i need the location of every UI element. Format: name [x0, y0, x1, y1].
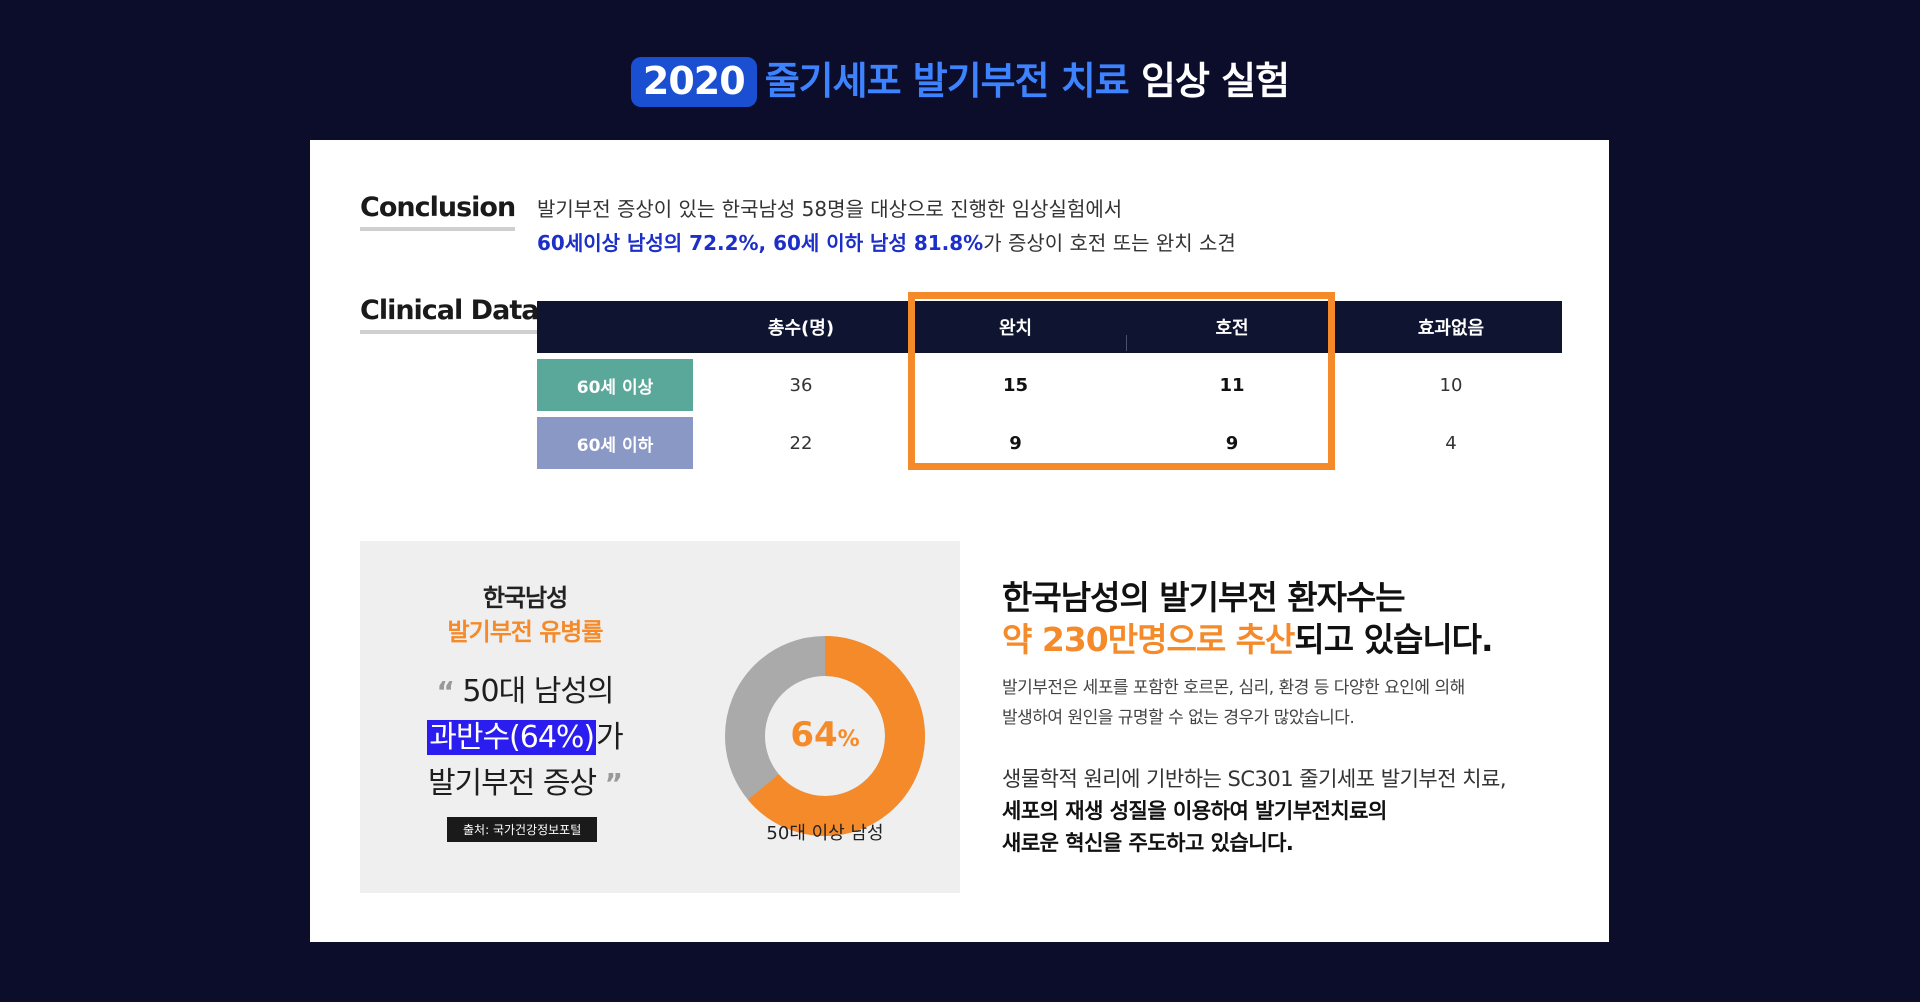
conclusion-line2: 60세이상 남성의 72.2%, 60세 이하 남성 81.8%가 증상이 호전…: [537, 226, 1236, 260]
cell-total: 36: [789, 374, 813, 396]
cell-cured: 15: [1002, 374, 1029, 396]
quote-line1: “ 50대 남성의: [360, 669, 690, 715]
summary-text: 한국남성의 발기부전 환자수는 약 230만명으로 추산되고 있습니다. 발기부…: [1002, 577, 1562, 859]
paragraph2-line2: 세포의 재생 성질을 이용하여 발기부전치료의: [1002, 795, 1562, 827]
quote-line3: 발기부전 증상 ”: [360, 761, 690, 807]
donut-unit-text: %: [838, 727, 860, 752]
row-label-over60: 60세 이상: [537, 359, 693, 411]
quote-open-mark: “: [436, 675, 454, 708]
donut-value-arc: [747, 636, 925, 836]
headline-orange: 약 230만명으로 추산: [1002, 620, 1295, 659]
title-white-text: 임상 실험: [1140, 59, 1290, 103]
prevalence-title: 한국남성 발기부전 유병률: [360, 581, 690, 649]
conclusion-line2-rest: 가 증상이 호전 또는 완치 소견: [983, 231, 1236, 255]
title-year-badge: 2020: [630, 57, 757, 107]
quote-close-mark: ”: [604, 767, 623, 800]
quote-line2: 과반수(64%)가: [360, 715, 690, 761]
quote-after-mark: 가: [596, 720, 624, 755]
prevalence-panel: 한국남성 발기부전 유병률 “ 50대 남성의 과반수(64%)가 발기부전 증…: [360, 541, 960, 893]
donut-label: 64%: [790, 715, 859, 755]
cell-no-effect: 10: [1439, 374, 1463, 396]
conclusion-line1: 발기부전 증상이 있는 한국남성 58명을 대상으로 진행한 임상실험에서: [537, 197, 1123, 221]
headline-line2: 약 230만명으로 추산되고 있습니다.: [1002, 619, 1562, 661]
summary-headline: 한국남성의 발기부전 환자수는 약 230만명으로 추산되고 있습니다.: [1002, 577, 1562, 661]
quote-line3-text: 발기부전 증상: [427, 766, 597, 801]
paragraph2-line3-text: 새로운 혁신을 주도하고 있습니다.: [1002, 831, 1294, 855]
clinical-data-label: Clinical Data: [360, 295, 539, 334]
cell-no-effect: 4: [1445, 432, 1457, 454]
prevalence-quote: “ 50대 남성의 과반수(64%)가 발기부전 증상 ”: [360, 669, 690, 807]
title-blue-text: 줄기세포 발기부전 치료: [764, 59, 1130, 103]
source-badge: 출처: 국가건강정보포털: [447, 817, 598, 842]
summary-paragraph1: 발기부전은 세포를 포함한 호르몬, 심리, 환경 등 다양한 요인에 의해 발…: [1002, 673, 1562, 733]
header-improved: 호전: [1215, 318, 1249, 339]
row-label-under60: 60세 이하: [537, 417, 693, 469]
content-card: Conclusion 발기부전 증상이 있는 한국남성 58명을 대상으로 진행…: [310, 140, 1609, 942]
clinical-table: 총수(명) 완치 호전 효과없음 60세 이상 36 15 11 10 60세 …: [537, 301, 1562, 469]
conclusion-highlight: 60세이상 남성의 72.2%, 60세 이하 남성 81.8%: [537, 231, 984, 255]
prevalence-title-line2: 발기부전 유병률: [447, 618, 604, 646]
paragraph2-line2-text: 세포의 재생 성질을 이용하여 발기부전치료의: [1002, 799, 1387, 823]
headline-rest: 되고 있습니다.: [1294, 620, 1493, 659]
cell-improved: 9: [1225, 432, 1239, 454]
header-cell: [537, 301, 695, 353]
conclusion-text: 발기부전 증상이 있는 한국남성 58명을 대상으로 진행한 임상실험에서 60…: [537, 192, 1236, 260]
donut-chart: 64%: [725, 636, 925, 836]
paragraph2-line1: 생물학적 원리에 기반하는 SC301 줄기세포 발기부전 치료,: [1002, 767, 1507, 791]
summary-paragraph2: 생물학적 원리에 기반하는 SC301 줄기세포 발기부전 치료, 세포의 재생…: [1002, 763, 1562, 859]
table-row: 60세 이상 36 15 11 10: [537, 359, 1562, 411]
page-title: 2020 줄기세포 발기부전 치료 임상 실험: [0, 50, 1920, 107]
donut-value-text: 64: [790, 715, 837, 755]
header-cured: 완치: [998, 318, 1033, 339]
paragraph1-line2: 발생하여 원인을 규명할 수 없는 경우가 많았습니다.: [1002, 708, 1355, 728]
paragraph2-line3: 새로운 혁신을 주도하고 있습니다.: [1002, 827, 1562, 859]
prevalence-title-line1: 한국남성: [482, 584, 568, 612]
headline-line1: 한국남성의 발기부전 환자수는: [1002, 578, 1406, 617]
header-total: 총수(명): [767, 318, 835, 339]
table-header: 총수(명) 완치 호전 효과없음: [537, 301, 1562, 353]
table-row: 60세 이하 22 9 9 4: [537, 417, 1562, 469]
paragraph1-line1: 발기부전은 세포를 포함한 호르몬, 심리, 환경 등 다양한 요인에 의해: [1002, 678, 1465, 698]
conclusion-label: Conclusion: [360, 192, 516, 231]
donut-caption: 50대 이상 남성: [766, 823, 884, 844]
quote-line1-text: 50대 남성의: [462, 674, 614, 709]
header-separator: [1126, 335, 1127, 351]
highlight-box: [908, 292, 1335, 470]
cell-improved: 11: [1219, 374, 1245, 396]
cell-cured: 9: [1009, 432, 1022, 454]
header-no-effect: 효과없음: [1417, 318, 1485, 339]
cell-total: 22: [789, 432, 813, 454]
quote-highlight: 과반수(64%): [427, 720, 597, 755]
